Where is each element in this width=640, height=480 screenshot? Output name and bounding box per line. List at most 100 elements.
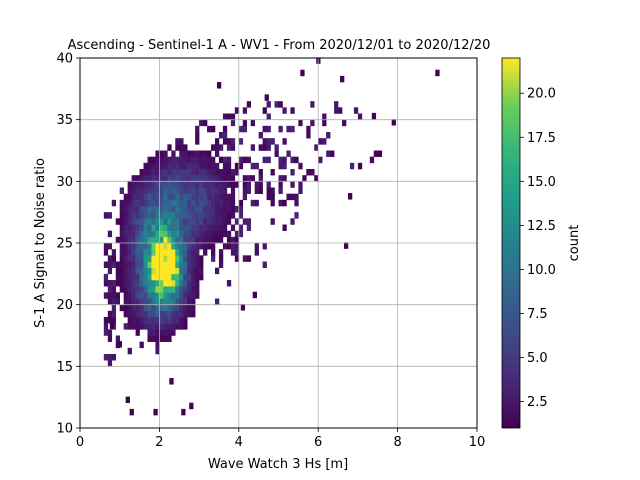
histogram-cell [314,175,319,182]
histogram-cell [187,286,192,293]
histogram-cell [195,169,200,176]
histogram-cell [322,138,327,145]
histogram-cell [131,243,136,250]
histogram-cell [131,267,136,275]
histogram-cell [155,261,160,268]
histogram-cell [226,230,232,238]
histogram-cell [147,243,152,250]
histogram-cell [171,243,176,250]
histogram-cell [258,144,263,151]
histogram-cell [143,230,148,238]
histogram-cell [143,243,148,250]
histogram-cell [199,169,204,176]
colorbar-tick-label: 5.0 [527,351,548,366]
histogram-cell [203,212,208,219]
histogram-cell [143,236,148,244]
histogram-cell [195,273,200,281]
histogram-cell [159,310,164,318]
histogram-cell [183,187,188,194]
y-axis: 10 15 20 25 30 35 40 [56,52,80,437]
histogram-cell [234,107,240,114]
histogram-cell [222,230,228,238]
histogram-cell [191,280,196,287]
histogram-cell [143,187,148,194]
histogram-cell [334,107,339,114]
histogram-cell [314,144,319,151]
chart-title: Ascending - Sentinel-1 A - WV1 - From 20… [68,38,491,53]
histogram-outlier-cell [189,402,194,410]
histogram-cell [207,230,212,238]
histogram-cell [155,329,160,336]
histogram-cell [322,113,327,120]
histogram-cell [123,193,128,201]
histogram-cell [270,187,275,194]
histogram-cell [191,169,196,176]
histogram-cell [214,193,220,201]
histogram-cell [151,280,156,287]
histogram-cell [234,218,240,225]
histogram-cell [187,175,192,182]
histogram-cell [207,162,212,170]
histogram-cell [151,323,156,330]
histogram-cell [115,280,120,287]
histogram-cell [211,224,216,231]
histogram-cell [131,323,136,330]
histogram-cell [159,249,164,256]
histogram-cell [163,243,168,250]
histogram-cell [159,169,164,176]
histogram-cell [171,310,176,318]
histogram-cell [139,212,144,219]
histogram-cell [159,267,164,275]
colorbar-tick-label: 7.5 [527,307,548,322]
histogram-cell [286,150,291,157]
histogram-cell [278,156,283,164]
histogram-cell [147,323,152,330]
histogram-cell [183,224,188,231]
histogram-cell [159,280,164,287]
histogram-cell [234,206,240,213]
histogram-cell [131,175,136,182]
histogram-cell [163,273,168,281]
histogram-cell [183,286,188,293]
histogram-cell [254,199,259,207]
histogram-outlier-cell [252,291,257,299]
histogram-cell [119,199,124,207]
histogram-cell [175,206,180,213]
histogram-cell [230,144,236,151]
histogram-cell [222,162,228,170]
histogram-cell [155,175,160,182]
histogram-cell [175,243,180,250]
histogram-cell [183,304,188,312]
histogram-cell [214,230,220,238]
histogram-cell [183,280,188,287]
histogram-cell [183,255,188,262]
histogram-cell [214,224,220,231]
histogram-cell [135,273,140,281]
histogram-cell [218,181,224,188]
histogram-cell [266,181,271,188]
histogram-cell [258,181,263,188]
histogram-cell [203,169,208,176]
histogram-cell [135,199,140,207]
histogram-cell [262,125,267,133]
histogram-cell [230,236,236,244]
histogram-cell [246,187,252,194]
histogram-cell [171,329,176,336]
histogram-cell [211,144,216,151]
histogram-cell [203,199,208,207]
histogram-cell [119,280,124,287]
histogram-cell [123,261,128,268]
histogram-cell [139,187,144,194]
histogram-cell [238,199,244,207]
histogram-cell [163,335,168,342]
histogram-cell [183,323,188,330]
histogram-cell [139,317,144,324]
histogram-cell [238,156,244,164]
histogram-cell [163,286,168,293]
histogram-cell [155,236,160,244]
histogram-cell [151,206,156,213]
histogram-cell [139,298,144,305]
histogram-cell [334,101,339,108]
histogram-cell [234,236,240,244]
histogram-cell [115,273,120,281]
